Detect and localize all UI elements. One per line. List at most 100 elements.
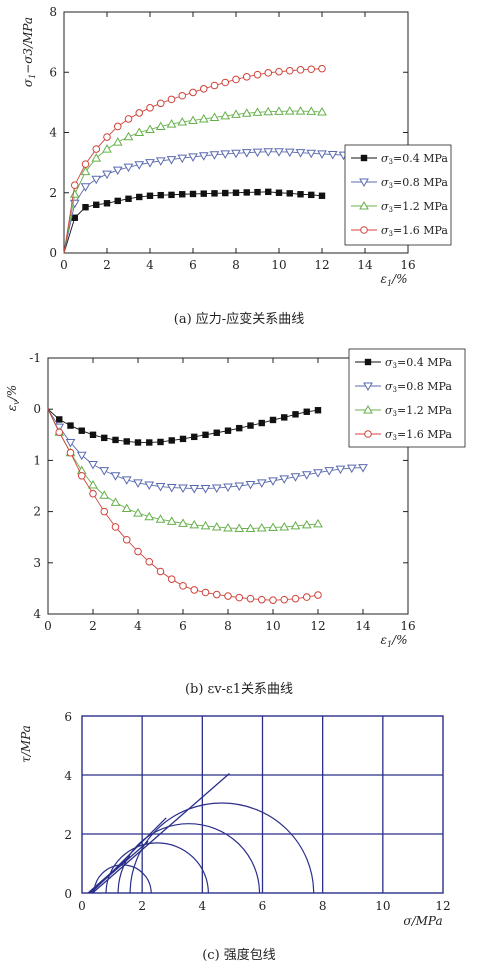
series-2 [47, 409, 323, 532]
data-point-22 [290, 473, 301, 482]
x-tick-label-8: 16 [400, 619, 415, 633]
x-tick-label-6: 12 [314, 258, 329, 272]
data-point-11 [177, 116, 188, 126]
data-point-19 [257, 595, 266, 604]
data-point-9 [145, 557, 154, 566]
data-point-18 [253, 70, 262, 79]
data-point-19 [263, 106, 274, 116]
y-tick-label-2: 4 [49, 126, 57, 140]
data-point-20 [268, 477, 278, 486]
data-point-legend-0 [360, 154, 368, 162]
data-point-4 [102, 170, 112, 180]
data-point-1 [70, 181, 79, 190]
data-point-3 [92, 145, 101, 153]
legend-label-3: σ3=1.6 MPa [381, 224, 448, 238]
data-point-24 [314, 591, 322, 599]
data-point-5 [113, 122, 122, 131]
data-point-19 [256, 479, 267, 488]
data-point-15 [213, 429, 220, 436]
data-point-20 [269, 416, 277, 424]
data-point-25 [324, 467, 335, 476]
data-point-17 [243, 189, 250, 196]
data-point-2 [65, 438, 76, 448]
data-point-11 [178, 91, 187, 100]
data-point-11 [166, 484, 177, 493]
x-tick-label-0: 0 [60, 258, 68, 272]
x-tick-label-8: 16 [400, 258, 415, 272]
data-point-13 [190, 586, 199, 594]
data-point-7 [134, 127, 145, 136]
data-point-7 [136, 193, 143, 201]
data-point-13 [198, 152, 209, 161]
data-point-24 [318, 64, 326, 73]
data-point-24 [317, 150, 327, 159]
data-point-10 [166, 156, 177, 165]
legend: σ3=0.4 MPa σ3=0.8 MPa σ3=1.2 MPa σ3=1.6 MPa [344, 144, 452, 246]
data-point-21 [285, 66, 294, 75]
data-point-legend-1 [359, 178, 369, 188]
data-point-7 [121, 476, 132, 485]
data-point-18 [245, 523, 256, 532]
data-point-2 [82, 204, 89, 211]
data-point-22 [291, 594, 300, 603]
data-point-1 [71, 214, 78, 221]
x-tick-label-3: 6 [259, 899, 267, 913]
data-point-23 [306, 149, 317, 159]
data-point-12 [188, 153, 198, 162]
data-point-8 [145, 159, 155, 168]
data-point-1 [69, 189, 80, 198]
data-point-24 [318, 192, 326, 199]
data-point-7 [134, 161, 145, 170]
data-point-legend-3 [360, 226, 368, 234]
data-point-4 [88, 479, 98, 489]
data-point-20 [274, 148, 284, 157]
data-point-6 [111, 523, 120, 531]
y-tick-label-4: 3 [33, 556, 41, 570]
data-point-9 [144, 481, 155, 490]
data-point-10 [156, 567, 165, 576]
data-point-3 [91, 175, 102, 185]
data-point-9 [156, 99, 165, 108]
data-point-6 [124, 115, 133, 123]
data-point-20 [274, 106, 284, 115]
x-tick-label-1: 2 [89, 619, 97, 633]
data-point-8 [133, 479, 143, 488]
data-point-2 [81, 160, 90, 168]
data-point-8 [134, 547, 142, 556]
data-point-11 [177, 154, 188, 164]
x-tick-label-4: 8 [319, 899, 327, 913]
data-point-18 [245, 480, 256, 490]
data-point-5 [99, 467, 110, 476]
y-tick-label-2: 4 [64, 769, 72, 783]
data-point-11 [168, 437, 175, 444]
legend-label-1: σ3=0.8 MPa [381, 176, 448, 190]
data-point-23 [303, 408, 310, 415]
data-point-15 [222, 189, 229, 197]
strength-envelope-chart: 0 2 4 6 8 10 12 0 2 4 6 σ/MPa τ/MPa [19, 710, 451, 928]
data-point-18 [252, 107, 263, 116]
x-axis-label: ε1/% [381, 272, 408, 288]
x-tick-label-2: 4 [146, 258, 154, 272]
data-point-18 [252, 148, 263, 158]
series-line-2 [63, 110, 323, 254]
x-tick-label-6: 12 [435, 899, 450, 913]
series-0 [63, 188, 326, 254]
data-point-6 [123, 131, 134, 141]
data-point-23 [301, 519, 312, 529]
mohr-circle-2 [117, 823, 261, 894]
data-point-10 [155, 483, 166, 492]
data-point-10 [167, 95, 176, 104]
data-point-3 [91, 153, 102, 162]
data-point-4 [103, 200, 111, 207]
x-tick-label-5: 10 [265, 619, 280, 633]
data-point-6 [110, 497, 121, 506]
data-point-26 [335, 465, 346, 475]
data-point-21 [281, 414, 288, 421]
x-tick-label-5: 10 [375, 899, 390, 913]
y-tick-label-3: 6 [64, 710, 72, 724]
data-point-10 [157, 438, 164, 446]
x-tick-label-5: 10 [271, 258, 286, 272]
y-tick-label-0: 0 [64, 887, 72, 901]
x-tick-label-7: 14 [357, 258, 373, 272]
